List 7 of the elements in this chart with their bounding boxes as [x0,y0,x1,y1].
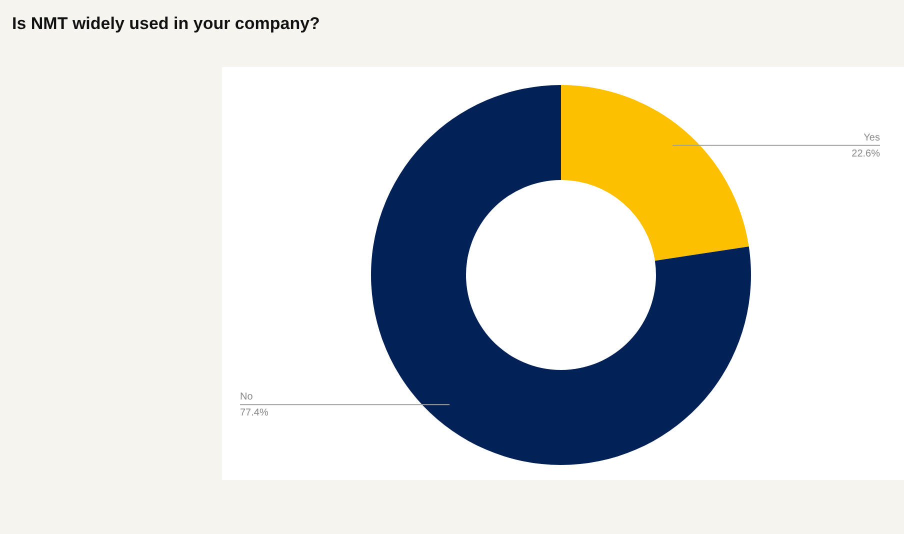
data-label: 22.6% [852,148,880,160]
slice-label: Yes [864,132,880,144]
chart-title: Is NMT widely used in your company? [12,14,320,33]
donut-slice [561,85,749,261]
data-label: 77.4% [240,408,268,419]
slice-label: No [240,392,254,403]
donut-slice [371,85,751,465]
